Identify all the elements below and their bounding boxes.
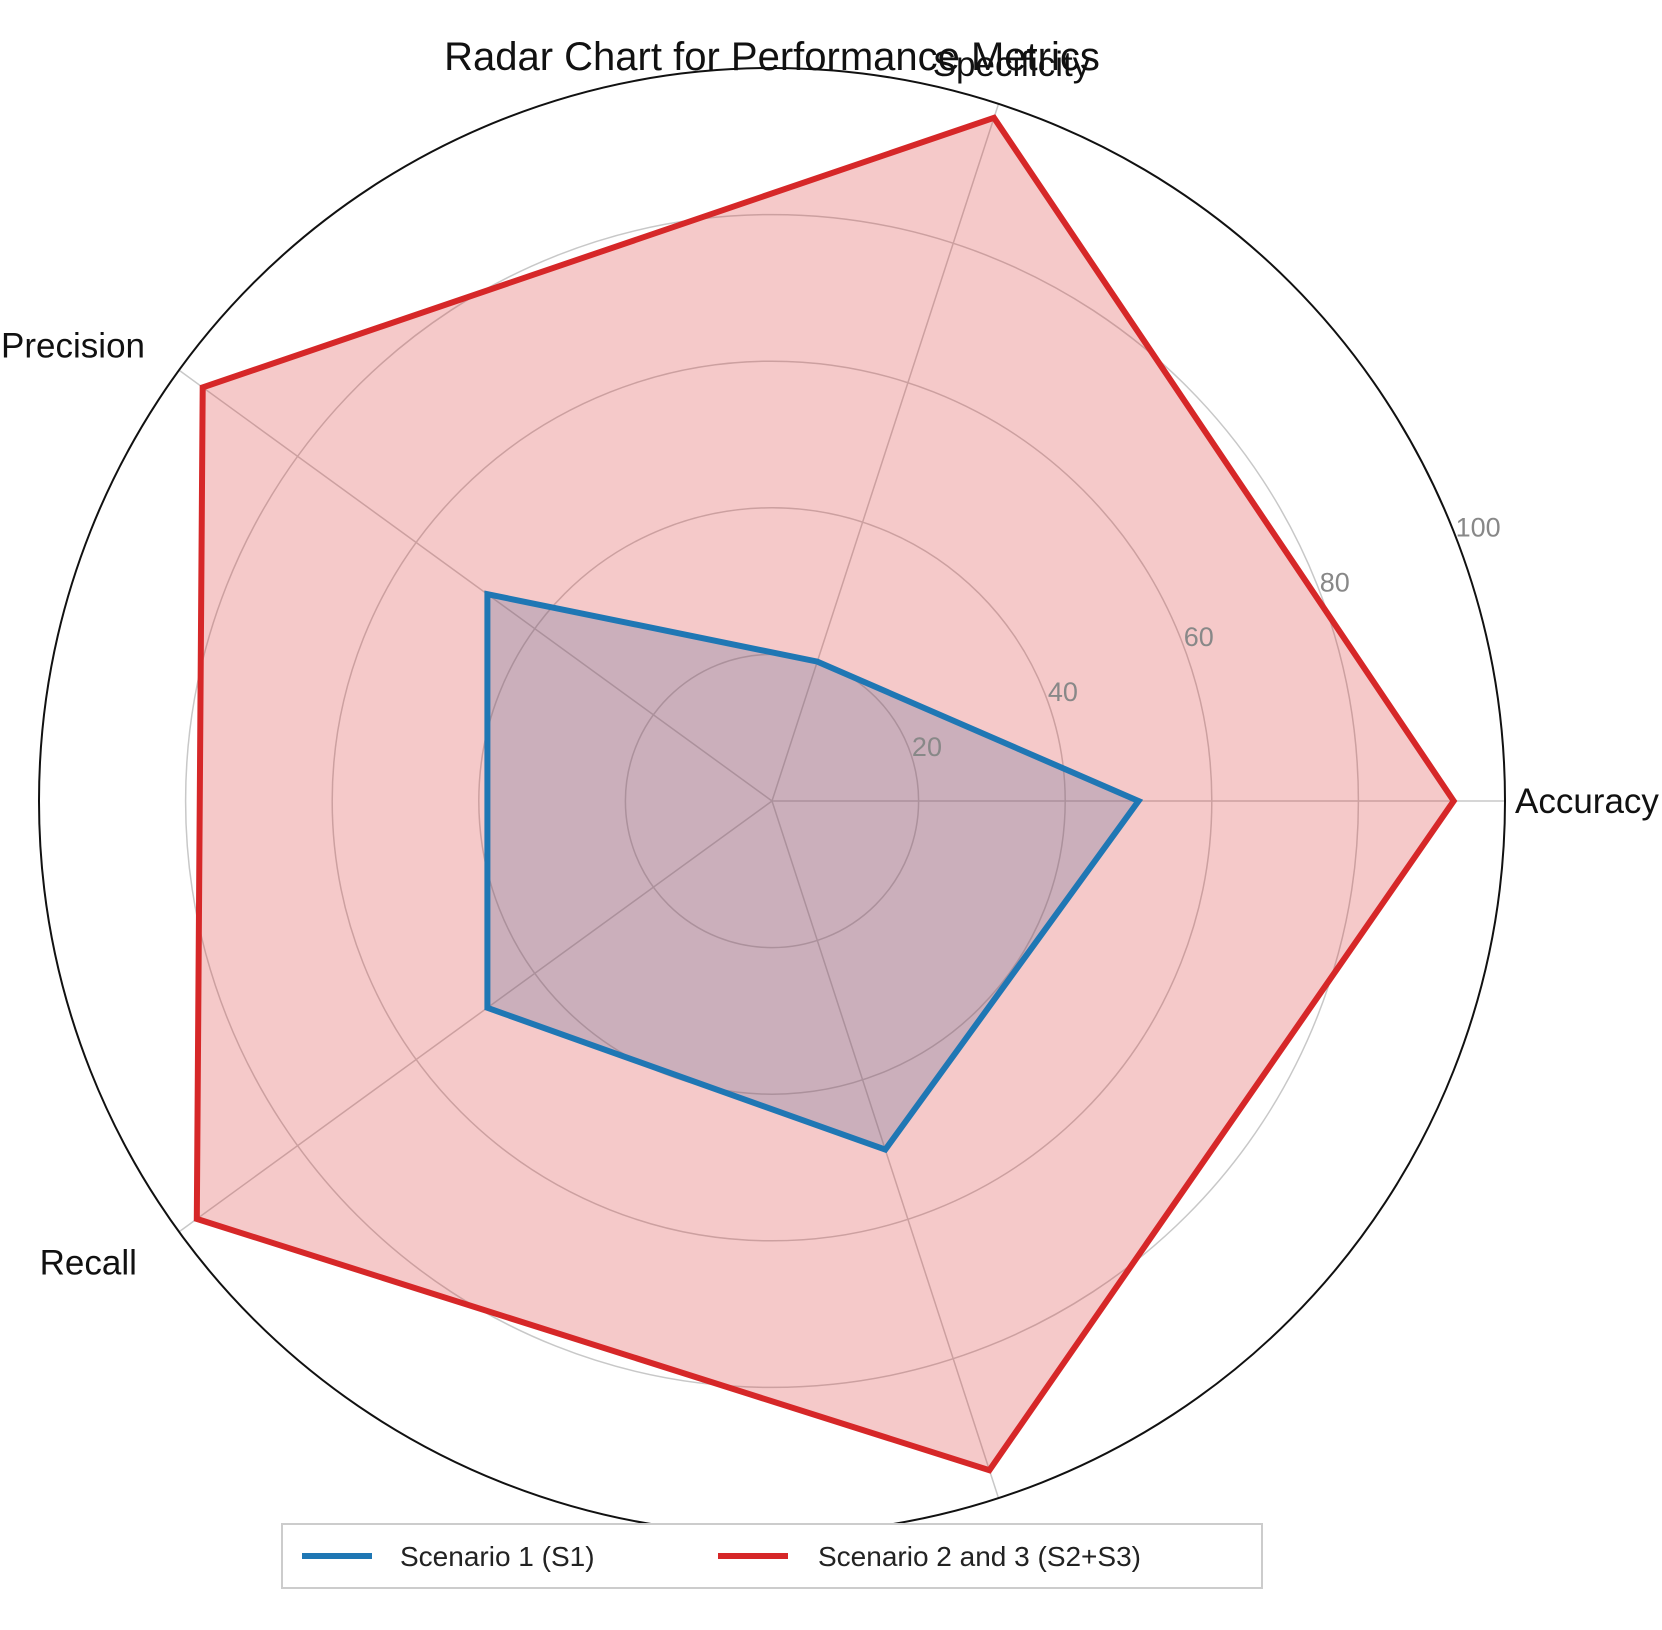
series-line-2 (193, 114, 1458, 1474)
legend-label-s1: Scenario 1 (S1) (400, 1541, 595, 1572)
r-tick-label: 40 (1048, 677, 1078, 707)
axis-label-precision: Precision (1, 326, 145, 365)
axis-label-specificity: Specificity (933, 45, 1091, 84)
chart-title: Radar Chart for Performance Metrics (444, 35, 1100, 79)
r-tick-label: 100 (1456, 512, 1501, 542)
axis-label-accuracy: Accuracy (1515, 782, 1659, 821)
grid-spoke (178, 369, 773, 802)
axis-label-recall: Recall (40, 1243, 137, 1282)
r-tick-label: 80 (1320, 567, 1350, 597)
legend-label-s2: Scenario 2 and 3 (S2+S3) (818, 1541, 1141, 1572)
r-tick-label: 60 (1184, 622, 1214, 652)
legend: Scenario 1 (S1) Scenario 2 and 3 (S2+S3) (281, 1523, 1263, 1589)
grid-spoke (771, 103, 1000, 802)
series-area-2 (196, 117, 1454, 1471)
radar-series (193, 114, 1458, 1474)
r-tick-label: 20 (912, 732, 942, 762)
series-line-1 (484, 590, 1144, 1154)
grid-spoke (178, 800, 773, 1233)
